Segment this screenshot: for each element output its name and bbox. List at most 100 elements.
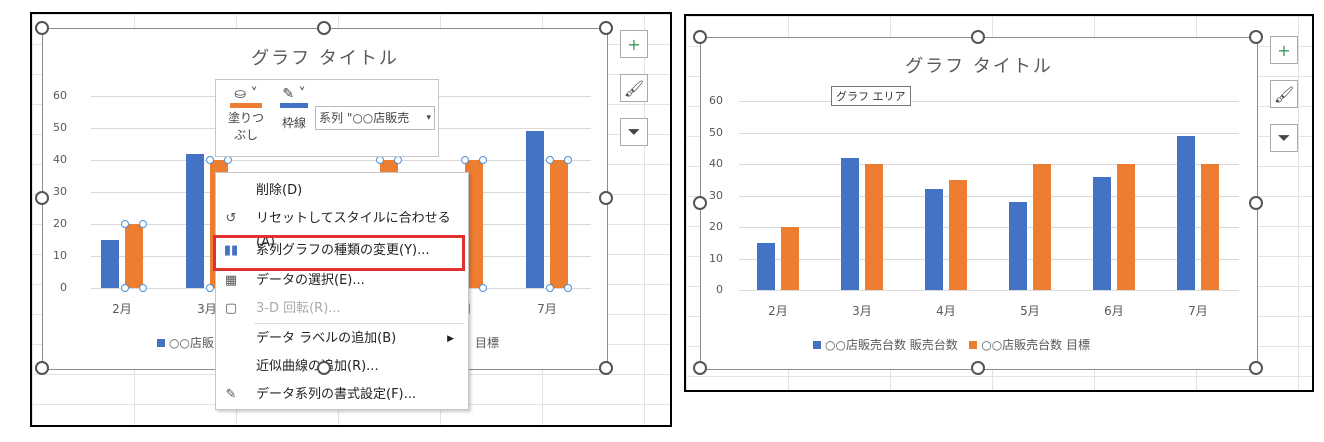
x-tick-label: 7月 — [537, 302, 557, 316]
gridline — [739, 101, 1239, 102]
resize-handle[interactable] — [1249, 361, 1263, 375]
resize-handle[interactable] — [599, 21, 613, 35]
bar-target[interactable] — [550, 160, 568, 288]
bar-sales[interactable] — [757, 242, 775, 290]
plus-button[interactable]: + — [620, 30, 648, 58]
bar-sales[interactable] — [526, 131, 544, 288]
chart-area-right[interactable]: グラフ タイトル 0 10 20 30 40 50 60 2月 3月 4月 5月 6月 7月 ○○店販売台数… — [700, 37, 1258, 370]
x-tick-label: 5月 — [1020, 304, 1040, 318]
resize-handle[interactable] — [599, 361, 613, 375]
resize-handle[interactable] — [35, 21, 49, 35]
outline-button[interactable]: ✎ ˅ 枠線 — [276, 86, 312, 131]
bar-sales[interactable] — [1177, 135, 1195, 290]
menu-item[interactable]: ▮▮ 系列グラフの種類の変更(Y)... — [216, 239, 468, 263]
selection-point[interactable] — [564, 284, 572, 292]
selection-point[interactable] — [139, 220, 147, 228]
bar-target[interactable] — [949, 179, 967, 290]
selection-point[interactable] — [376, 156, 384, 164]
y-tick-label: 60 — [709, 94, 723, 107]
bar-sales[interactable] — [841, 157, 859, 290]
x-tick-label: 6月 — [1104, 304, 1124, 318]
menu-item[interactable]: ▦ データの選択(E)... — [216, 269, 468, 293]
selection-point[interactable] — [224, 156, 232, 164]
chart-title[interactable]: グラフ タイトル — [905, 56, 1053, 77]
menu-item[interactable]: ✎ データ系列の書式設定(F)... — [216, 383, 468, 407]
outline-label: 枠線 — [281, 116, 306, 130]
chart-area-tooltip: グラフ エリア — [831, 86, 911, 106]
resize-handle[interactable] — [971, 361, 985, 375]
context-menu: 削除(D) ↺ リセットしてスタイルに合わせる(A) ▮▮ 系列グラフの種類の変更(Y)… — [213, 172, 469, 410]
resize-handle[interactable] — [1249, 30, 1263, 44]
resize-handle[interactable] — [35, 361, 49, 375]
resize-handle[interactable] — [317, 21, 331, 35]
bar-sales[interactable] — [1093, 176, 1111, 290]
bar-target[interactable] — [1033, 164, 1051, 290]
gridline — [739, 290, 1239, 291]
brush-icon: 🖌 — [1273, 84, 1295, 104]
y-tick-label: 50 — [53, 121, 67, 134]
fill-button[interactable]: ⛀ ˅ 塗りつ ぶし — [226, 86, 266, 143]
selection-point[interactable] — [479, 156, 487, 164]
legend-right-part[interactable]: 目標 — [475, 336, 500, 350]
resize-handle[interactable] — [693, 195, 707, 210]
legend[interactable]: ○○店販売台数 販売台数 ○○店販売台数 目標 — [813, 336, 1090, 353]
bar-sales[interactable] — [186, 153, 204, 288]
menu-item[interactable]: ▢ 3-D 回転(R)... — [216, 297, 468, 321]
menu-item[interactable]: データ ラベルの追加(B) ▶ — [216, 327, 468, 351]
chart-type-icon: ▮▮ — [223, 243, 239, 258]
resize-handle[interactable] — [35, 191, 49, 205]
series-select[interactable]: 系列 "○○店販売 ▾ — [315, 106, 435, 130]
selection-point[interactable] — [564, 156, 572, 164]
plus-button[interactable]: + — [1270, 36, 1298, 64]
filter-icon: ⏷ — [1277, 128, 1291, 147]
resize-handle[interactable] — [693, 30, 707, 44]
selection-point[interactable] — [206, 156, 214, 164]
resize-handle[interactable] — [1249, 195, 1263, 210]
filter-button[interactable]: ⏷ — [1270, 124, 1298, 152]
menu-item-label: 系列グラフの種類の変更(Y)... — [256, 243, 430, 258]
selection-point[interactable] — [479, 284, 487, 292]
bar-target[interactable] — [781, 227, 799, 290]
selection-point[interactable] — [121, 284, 129, 292]
bar-target[interactable] — [1117, 164, 1135, 290]
selection-point[interactable] — [394, 156, 402, 164]
selection-point[interactable] — [461, 156, 469, 164]
y-tick-label: 30 — [53, 185, 67, 198]
selection-point[interactable] — [206, 284, 214, 292]
gridline — [739, 195, 1239, 197]
selection-point[interactable] — [121, 220, 129, 228]
menu-item[interactable]: 近似曲線の追加(R)... — [216, 355, 468, 379]
menu-item-label: 削除(D) — [256, 183, 303, 198]
legend-left-part[interactable]: ○○店販 — [157, 334, 214, 351]
menu-item[interactable]: 削除(D) — [216, 179, 468, 203]
bar-sales[interactable] — [101, 240, 119, 288]
filter-button[interactable]: ⏷ — [620, 118, 648, 146]
brush-button[interactable]: 🖌 — [620, 74, 648, 102]
gridline — [739, 164, 1239, 165]
chart-title[interactable]: グラフ タイトル — [251, 48, 399, 69]
x-tick-label: 3月 — [197, 302, 217, 316]
bar-target[interactable] — [1201, 164, 1219, 290]
resize-handle[interactable] — [693, 361, 707, 375]
y-tick-label: 60 — [53, 89, 67, 102]
resize-handle[interactable] — [317, 361, 331, 375]
resize-handle[interactable] — [971, 30, 985, 44]
bar-target[interactable] — [465, 160, 483, 288]
menu-item[interactable]: ↺ リセットしてスタイルに合わせる(A) — [216, 207, 468, 250]
resize-handle[interactable] — [599, 191, 613, 205]
reset-style-icon: ↺ — [225, 211, 237, 226]
submenu-arrow-icon: ▶ — [447, 334, 454, 344]
bar-target[interactable] — [125, 224, 143, 288]
y-tick-label: 0 — [60, 281, 67, 294]
bar-target[interactable] — [865, 164, 883, 290]
brush-button[interactable]: 🖌 — [1270, 80, 1298, 108]
y-tick-label: 50 — [709, 125, 723, 139]
selection-point[interactable] — [546, 284, 554, 292]
menu-item-label: データ ラベルの追加(B) — [256, 331, 397, 346]
selection-point[interactable] — [139, 284, 147, 292]
fill-label: 塗りつ — [227, 111, 265, 125]
selection-point[interactable] — [546, 156, 554, 164]
legend-sales: ○○店販売台数 販売台数 — [825, 338, 958, 352]
bar-sales[interactable] — [1009, 201, 1027, 290]
bar-sales[interactable] — [925, 189, 943, 290]
